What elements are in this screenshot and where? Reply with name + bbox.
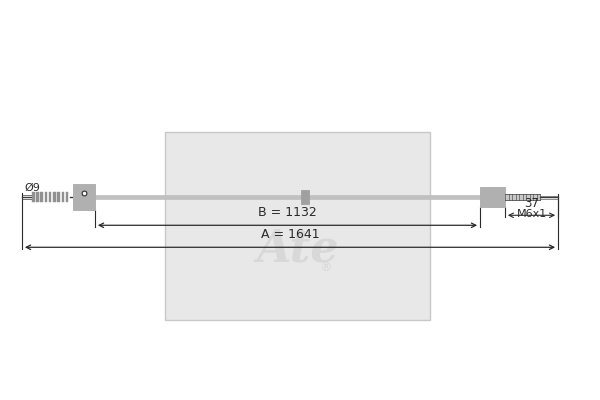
- Text: M6x1: M6x1: [517, 209, 547, 219]
- Bar: [58, 192, 60, 202]
- Text: B = 1132: B = 1132: [258, 206, 317, 219]
- Bar: [44, 192, 47, 202]
- Bar: [62, 192, 64, 202]
- Bar: [301, 190, 309, 204]
- Text: 24.3727-0165.2: 24.3727-0165.2: [118, 7, 326, 31]
- Bar: [95, 195, 480, 199]
- Bar: [480, 187, 505, 207]
- Bar: [49, 192, 52, 202]
- Text: ®: ®: [319, 261, 332, 274]
- Bar: [40, 192, 43, 202]
- Text: 37: 37: [524, 197, 539, 210]
- Text: Ø9: Ø9: [24, 183, 40, 193]
- Bar: [36, 192, 39, 202]
- Text: A = 1641: A = 1641: [260, 228, 319, 241]
- Text: 580165: 580165: [359, 7, 457, 31]
- Bar: [73, 184, 95, 210]
- Text: Ate: Ate: [256, 227, 339, 270]
- Bar: [32, 192, 35, 202]
- Bar: [165, 132, 430, 320]
- Bar: [505, 194, 540, 200]
- Bar: [53, 192, 56, 202]
- Bar: [66, 192, 68, 202]
